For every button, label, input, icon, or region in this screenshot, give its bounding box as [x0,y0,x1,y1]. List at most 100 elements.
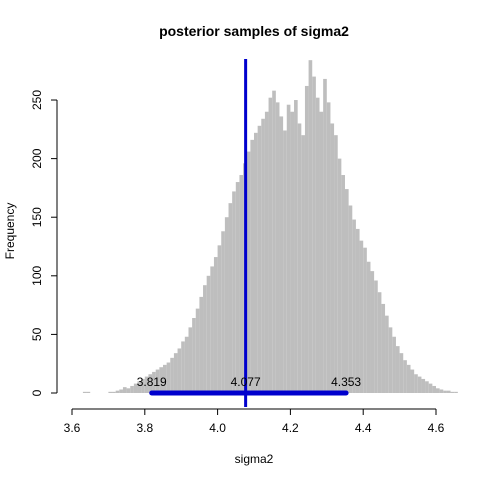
interval-upper-label: 4.353 [331,375,361,389]
histogram-bar [163,364,167,393]
histogram-bar [432,385,436,393]
histogram-bar [370,271,375,393]
histogram-bar [286,104,291,393]
histogram-bar [446,390,451,393]
x-tick-label: 3.8 [136,421,153,435]
histogram-bar [82,391,87,393]
histogram-bar [363,247,367,393]
interval-lower-label: 3.819 [137,375,167,389]
y-tick-label: 0 [30,389,44,396]
histogram-bar [315,97,320,394]
histogram-bar [144,376,149,393]
histogram-bar [297,123,302,393]
histogram-bar [319,111,324,393]
histogram-bar [308,60,313,393]
histogram-bar [425,381,429,393]
histogram-bar [133,383,138,393]
y-tick-label: 50 [30,327,44,341]
x-axis-label: sigma2 [235,452,274,466]
histogram-bar [159,367,163,393]
histogram-bar [235,182,240,393]
histogram-bar [290,111,295,393]
mean-label: 4.077 [231,375,261,389]
histogram-bar [257,125,262,394]
histogram-bar [388,327,393,393]
histogram-bar [272,90,276,394]
histogram-bar [148,374,153,393]
histogram-bar [304,85,309,394]
histogram-bar [137,381,142,393]
histogram-bar [228,203,233,393]
histogram-bar [199,296,204,393]
histogram-bar [152,371,156,393]
histogram-bar [264,111,269,393]
histogram-bar [181,341,185,393]
histogram-bar [254,132,258,393]
histogram-bar [224,217,229,393]
histogram-bar [414,374,418,393]
histogram-bar [155,369,160,393]
histogram-bar [385,315,389,393]
x-tick-label: 3.6 [64,421,81,435]
x-tick-label: 4.6 [428,421,445,435]
histogram-bar [195,308,200,393]
histogram-bar [246,151,251,393]
histogram-bar [399,353,404,393]
histogram-bar [275,102,280,394]
histogram-bar [406,364,411,393]
histogram-bar [108,391,113,393]
histogram-bar [392,336,396,393]
histogram-bar [112,391,116,393]
histogram-bar [206,275,211,393]
histogram-bar [232,191,236,393]
histogram-bar [213,257,218,393]
histogram-bar [454,391,458,393]
histogram-bar [294,100,298,393]
histogram-bar [203,285,207,393]
histogram-bar [268,97,273,394]
histogram-bar [334,135,338,393]
histogram-bar [395,346,400,393]
histogram-bar [439,389,444,393]
y-tick-label: 200 [30,148,44,168]
y-tick-label: 250 [30,90,44,110]
histogram-bar [188,327,193,393]
histogram-bar [170,357,174,393]
histogram-bar [166,362,171,393]
histogram-bar [341,175,345,393]
histogram-bar [279,116,284,393]
histogram-bar [250,139,254,393]
histogram-bar [377,292,382,393]
histogram-bar [348,205,353,393]
histogram-bar [261,118,265,393]
histogram-bar [436,388,440,393]
histogram-bar [122,387,127,393]
histogram-bar [359,240,364,393]
histogram-bar [352,219,356,393]
histogram-bar [301,135,305,393]
histogram-bar [312,76,316,393]
x-tick-label: 4.2 [282,421,299,435]
histogram-bar [428,383,433,393]
histogram-bar [239,175,244,393]
histogram-bar [192,317,196,393]
histogram-bar [366,261,371,393]
histogram-bar [323,78,327,394]
histogram-bar [450,391,455,393]
histogram-bar [410,369,415,393]
histogram-bar [184,336,189,393]
histogram-bar [381,303,386,393]
y-tick-label: 150 [30,207,44,227]
histogram-bar [115,390,120,393]
y-axis: 0 50 100 150 200 250 [30,90,58,396]
histogram-bar [345,189,349,393]
y-axis-label: Frequency [3,203,17,260]
histogram-bar [355,228,360,393]
histogram-bar [417,376,422,393]
x-tick-label: 4.0 [209,421,226,435]
annotations: 3.819 4.077 4.353 [137,59,361,407]
histogram-bars [82,60,458,394]
histogram-bar [141,378,145,393]
